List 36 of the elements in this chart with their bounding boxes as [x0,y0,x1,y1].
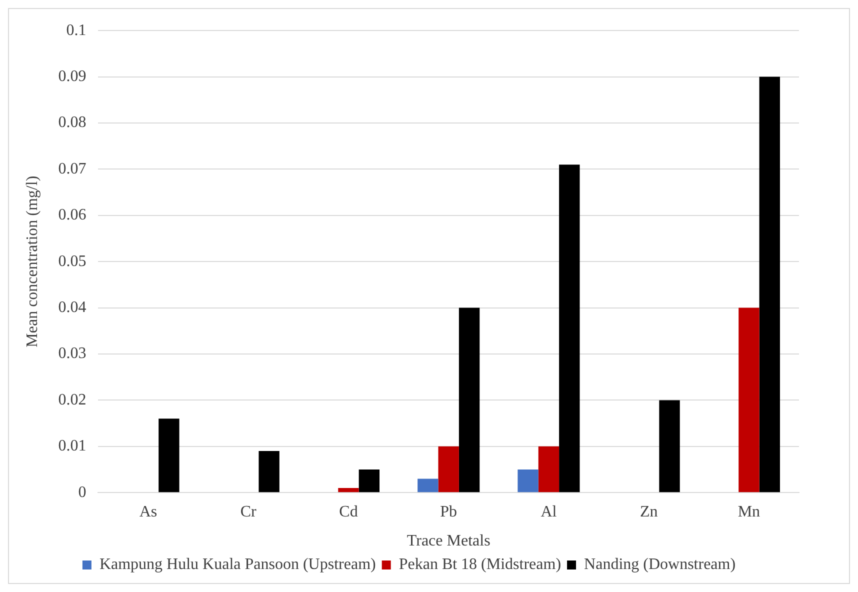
bar [559,164,580,492]
y-tick-label: 0.09 [58,68,86,86]
legend-label: Pekan Bt 18 (Midstream) [398,556,562,574]
x-tick-label: Zn [640,503,658,520]
y-tick-label: 0 [78,484,86,501]
bar [518,470,538,492]
bar [258,451,280,492]
bar [358,470,380,492]
x-tick-label: Al [540,503,558,520]
bar [659,400,680,492]
y-tick-label: 0.08 [58,114,86,132]
y-tick-label: 0.07 [58,160,86,178]
bar [158,418,180,492]
bar [338,488,359,492]
y-tick-label: 0.04 [58,299,86,316]
x-tick-label: Pb [440,503,458,520]
x-tick-label: As [139,503,158,520]
bar [418,478,438,492]
bar [458,308,480,492]
y-tick-label: 0.01 [58,438,86,455]
x-axis-title: Trace Metals [406,532,490,550]
legend-label: Kampung Hulu Kuala Pansoon (Upstream) [99,556,376,574]
bar [438,446,459,492]
y-tick-label: 0.1 [66,22,86,39]
y-tick-label: 0.05 [58,252,86,270]
bar [738,308,760,492]
bar [538,446,560,492]
x-tick-label: Cd [339,503,358,520]
y-tick-label: 0.06 [58,206,86,224]
y-tick-label: 0.03 [58,345,86,362]
y-axis-title: Mean concentration (mg/l) [24,176,41,348]
bar [759,76,780,492]
x-tick-label: Mn [738,503,760,520]
x-tick-label: Cr [240,503,258,520]
legend-label: Nanding (Downstream) [584,556,736,574]
y-tick-label: 0.02 [58,391,86,408]
